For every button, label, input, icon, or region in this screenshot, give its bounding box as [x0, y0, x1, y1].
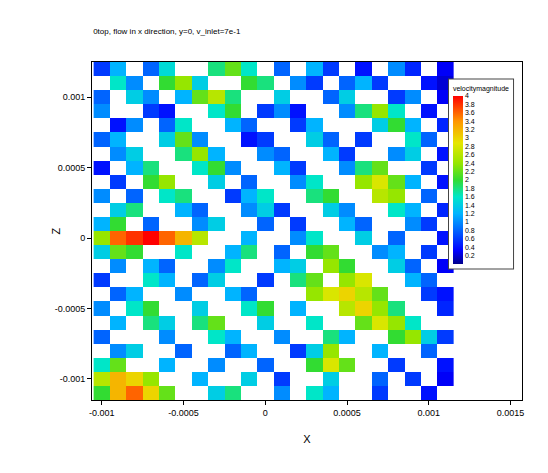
svg-text:-0.001: -0.001 [89, 408, 115, 418]
svg-text:3.2: 3.2 [465, 126, 475, 133]
svg-text:0: 0 [80, 233, 85, 243]
svg-text:-0.001: -0.001 [60, 374, 86, 384]
svg-text:Z: Z [50, 227, 62, 234]
svg-text:0.2: 0.2 [465, 252, 475, 259]
svg-text:0.001: 0.001 [418, 408, 441, 418]
svg-text:X: X [303, 433, 311, 445]
svg-text:velocitymagnitude: velocitymagnitude [453, 85, 509, 93]
svg-text:2.4: 2.4 [465, 160, 475, 167]
svg-text:3: 3 [465, 134, 469, 141]
svg-text:2: 2 [465, 176, 469, 183]
svg-text:0.0005: 0.0005 [58, 163, 86, 173]
svg-text:-0.0005: -0.0005 [55, 304, 86, 314]
svg-text:2.6: 2.6 [465, 151, 475, 158]
svg-text:1.2: 1.2 [465, 210, 475, 217]
svg-text:0.0005: 0.0005 [333, 408, 361, 418]
svg-text:-0.0005: -0.0005 [168, 408, 199, 418]
svg-text:0.4: 0.4 [465, 244, 475, 251]
svg-text:1: 1 [465, 218, 469, 225]
svg-text:1.6: 1.6 [465, 193, 475, 200]
svg-text:0.8: 0.8 [465, 227, 475, 234]
svg-text:0.6: 0.6 [465, 235, 475, 242]
svg-text:0.0015: 0.0015 [497, 408, 525, 418]
svg-text:1.4: 1.4 [465, 202, 475, 209]
svg-text:2.8: 2.8 [465, 143, 475, 150]
svg-text:3.8: 3.8 [465, 101, 475, 108]
svg-text:1.8: 1.8 [465, 185, 475, 192]
svg-text:0.001: 0.001 [63, 92, 86, 102]
svg-text:3.6: 3.6 [465, 109, 475, 116]
svg-text:3.4: 3.4 [465, 118, 475, 125]
svg-text:0top, flow in x direction, y=0: 0top, flow in x direction, y=0, v_inlet=… [93, 27, 241, 36]
svg-text:4: 4 [465, 92, 469, 99]
svg-text:0: 0 [263, 408, 268, 418]
svg-text:2.2: 2.2 [465, 168, 475, 175]
